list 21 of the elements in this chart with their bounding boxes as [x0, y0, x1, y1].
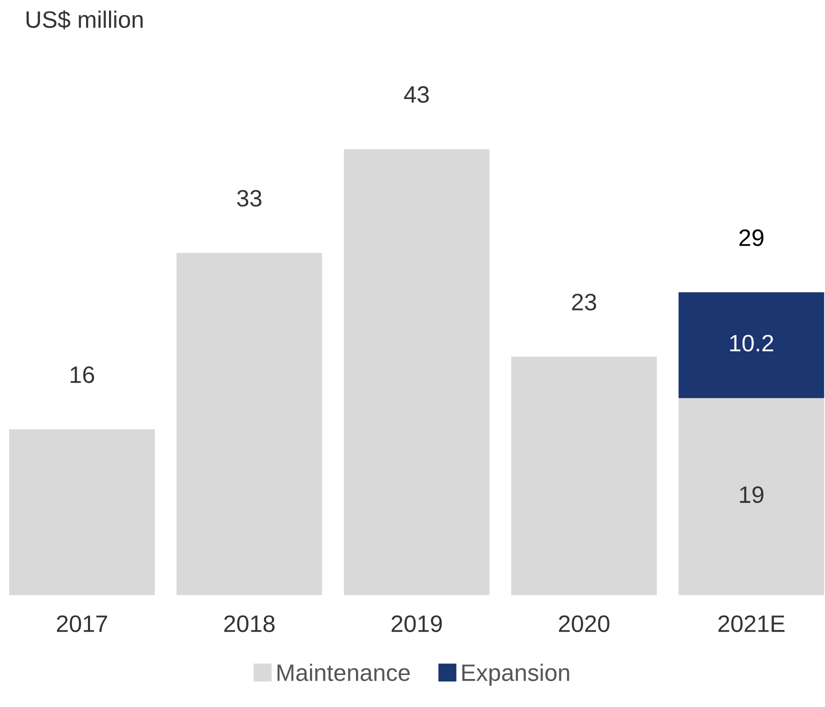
x-tick-label: 2019: [392, 615, 442, 632]
bar: [511, 356, 657, 596]
legend-label: Expansion: [462, 664, 570, 686]
data-label: 43: [404, 86, 429, 103]
x-tick-label: 2017: [56, 615, 108, 632]
bar: [176, 252, 322, 596]
legend-label: Maintenance: [278, 664, 410, 682]
data-label: 16: [70, 366, 94, 384]
bar: [678, 398, 824, 596]
data-label: 19: [740, 486, 764, 504]
bar: [344, 149, 490, 596]
total-label: 29: [739, 229, 764, 246]
x-tick-label: 2018: [224, 615, 275, 632]
bar: [678, 292, 824, 398]
text: US$ million: [26, 10, 143, 30]
x-tick-label: 2021E: [718, 615, 784, 632]
data-label: 10.2: [730, 334, 774, 352]
data-label: 33: [237, 190, 262, 207]
bar: [9, 429, 155, 596]
x-tick-label: 2020: [558, 615, 610, 632]
data-label: 23: [572, 294, 596, 310]
